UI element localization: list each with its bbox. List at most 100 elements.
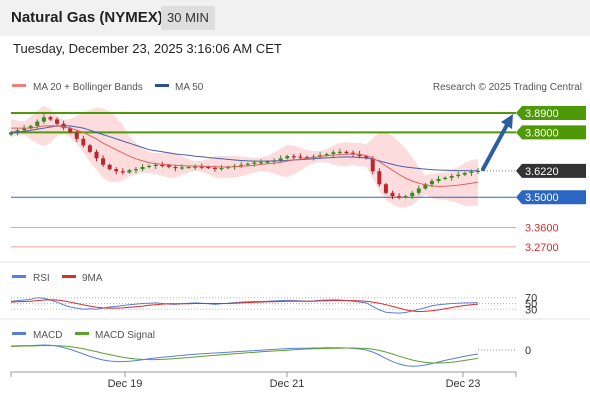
candle-body-66 (443, 177, 448, 179)
x-tick-label-1: Dec 21 (270, 378, 305, 390)
candle-body-58 (390, 192, 395, 197)
candle-body-19 (133, 169, 138, 171)
candle-body-55 (370, 158, 375, 172)
level-tag-label-0: 3.8900 (525, 108, 559, 120)
candle-body-63 (423, 184, 428, 189)
rsi-tick-label-0: 70 (525, 293, 537, 305)
rsi-ma-line (10, 299, 479, 313)
level-tag-label-3: 3.5000 (525, 192, 559, 204)
candle-body-24 (166, 165, 171, 167)
candle-body-14 (101, 158, 106, 165)
ma20-legend-swatch (12, 84, 26, 87)
candle-body-49 (331, 152, 336, 154)
candle-body-44 (298, 156, 303, 158)
candle-body-28 (193, 166, 198, 168)
level-tag-label-2: 3.6220 (525, 166, 559, 178)
level-tag-0 (516, 105, 586, 120)
candle-body-48 (324, 154, 329, 156)
candle-body-57 (383, 184, 388, 193)
candle-body-26 (180, 167, 185, 169)
candle-body-35 (239, 164, 244, 166)
ma50-legend-swatch (155, 84, 169, 87)
candle-body-32 (219, 168, 224, 170)
rsi-ma-legend-swatch (62, 275, 76, 278)
candle-body-30 (206, 166, 211, 169)
target-level-label-4: 3.3600 (525, 222, 559, 234)
x-axis: Dec 19 Dec 21 Dec 23 (10, 372, 517, 390)
candle-body-2 (22, 128, 27, 131)
rsi-tick-label-2: 30 (525, 304, 537, 316)
candle-body-71 (476, 170, 480, 173)
report-datetime: Tuesday, December 23, 2025 3:16:06 AM CE… (13, 41, 282, 56)
candle-body-67 (449, 176, 454, 178)
candle-body-43 (291, 156, 296, 158)
candle-body-1 (15, 130, 20, 133)
candle-body-56 (377, 171, 382, 185)
candle-body-9 (68, 128, 73, 133)
macd-signal-line (10, 345, 479, 364)
candle-body-17 (120, 171, 125, 173)
candle-body-45 (304, 157, 309, 159)
candle-body-54 (364, 156, 369, 159)
macd-signal-legend-label: MACD Signal (95, 330, 155, 341)
copyright-text: Research © 2025 Trading Central (433, 82, 582, 93)
candle-body-31 (212, 167, 217, 170)
candle-body-69 (462, 173, 467, 175)
ma20-line (11, 125, 479, 187)
level-tag-1 (516, 125, 586, 140)
level-tag-3 (516, 190, 586, 205)
rsi-line (10, 297, 479, 314)
candle-body-29 (199, 166, 204, 168)
candle-body-13 (94, 151, 99, 159)
ma50-line (11, 125, 478, 172)
candle-body-37 (252, 162, 257, 164)
instrument-title: Natural Gas (NYMEX) (11, 9, 163, 26)
candle-body-38 (258, 162, 263, 164)
candle-body-51 (344, 151, 349, 154)
candle-body-4 (35, 121, 40, 126)
candle-body-6 (48, 117, 53, 120)
candle-body-33 (226, 166, 231, 169)
target-level-label-5: 3.2700 (525, 242, 559, 254)
candle-body-18 (127, 170, 132, 173)
candle-body-7 (55, 119, 60, 124)
candle-body-15 (107, 164, 112, 170)
candle-body-60 (403, 196, 408, 198)
rsi-ma-legend-label: 9MA (82, 273, 103, 284)
candle-body-39 (265, 161, 270, 163)
candle-body-0 (9, 132, 13, 135)
candle-body-11 (81, 138, 86, 146)
macd-legend-swatch (12, 332, 26, 335)
candle-body-22 (153, 164, 158, 166)
forecast-arrow-shaft (481, 121, 510, 172)
candle-body-59 (397, 196, 402, 198)
x-tick-label-2: Dec 23 (446, 378, 481, 390)
candle-body-52 (351, 152, 356, 154)
level-tag-2 (516, 163, 586, 178)
candle-body-64 (429, 181, 434, 185)
candle-body-42 (285, 156, 290, 159)
candle-body-27 (186, 166, 191, 169)
price-panel: 3.8900 3.8000 3.6220 3.5000 3.3600 3.2700 (9, 105, 586, 254)
candle-body-50 (337, 151, 342, 154)
x-tick-label-0: Dec 19 (108, 378, 143, 390)
macd-signal-legend-swatch (75, 332, 89, 335)
candle-body-20 (140, 166, 145, 170)
level-tag-label-1: 3.8000 (525, 127, 559, 139)
candle-body-36 (245, 163, 250, 165)
candle-body-10 (74, 132, 79, 139)
candle-body-23 (160, 164, 165, 166)
candle-body-25 (173, 166, 178, 169)
candle-body-12 (87, 145, 92, 152)
macd-line (10, 344, 479, 367)
candle-body-62 (416, 188, 421, 193)
rsi-tick-label-1: 50 (525, 299, 537, 311)
timeframe-button[interactable]: 30 MIN (161, 6, 215, 30)
candle-body-53 (357, 154, 362, 157)
rsi-legend-label: RSI (33, 273, 50, 284)
candle-body-70 (469, 171, 474, 174)
macd-panel: 0 (10, 344, 531, 367)
chart-header: Natural Gas (NYMEX) 30 MIN (0, 0, 590, 36)
bollinger-band-area (11, 105, 478, 208)
candle-body-65 (436, 178, 441, 181)
